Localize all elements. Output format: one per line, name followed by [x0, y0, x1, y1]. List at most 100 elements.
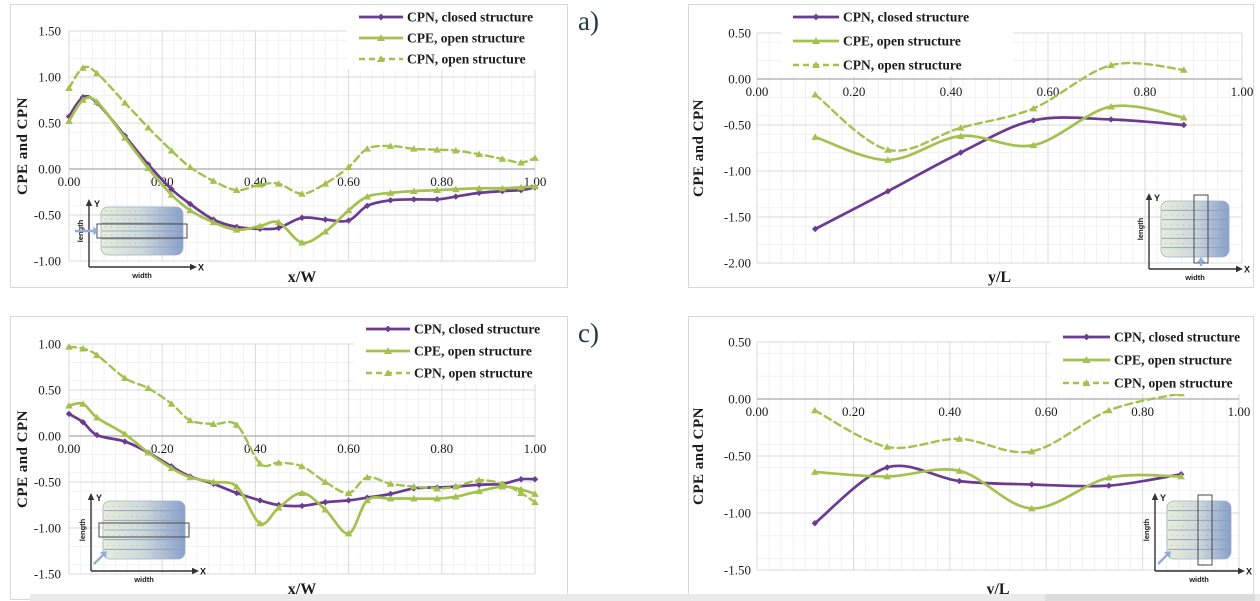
svg-text:Y: Y — [96, 493, 102, 503]
svg-text:0.00: 0.00 — [38, 162, 61, 177]
bottom-edge-artifact — [30, 594, 1260, 601]
legend: CPN, closed structure CPE, open structure… — [354, 318, 565, 384]
chart-panel-d: 0.50 0.00 -0.50 -1.00 -1.50 0.00 0.20 0.40 0.60 0… — [688, 316, 1254, 600]
series-cpn-open-structure — [811, 61, 1188, 153]
svg-text:-1.50: -1.50 — [724, 210, 751, 225]
axis-tick-labels: 0.50 0.00 -0.50 -1.00 -1.50 0.00 0.20 0.40 0.60 0… — [724, 335, 1250, 578]
chart-panel-c: 1.00 0.50 0.00 -0.50 -1.00 -1.50 0.00 0.20 0.40 0… — [10, 316, 568, 600]
series-cpn-open-structure — [65, 64, 539, 197]
svg-text:Y: Y — [94, 199, 100, 209]
svg-text:-1.00: -1.00 — [34, 254, 61, 269]
svg-text:CPE, open structure: CPE, open structure — [414, 344, 532, 359]
svg-text:0.00: 0.00 — [38, 429, 61, 444]
svg-text:-0.50: -0.50 — [724, 449, 751, 464]
svg-text:-1.00: -1.00 — [34, 521, 61, 536]
svg-text:width: width — [131, 271, 152, 280]
svg-text:0.00: 0.00 — [728, 392, 751, 407]
svg-text:-0.50: -0.50 — [34, 475, 61, 490]
svg-text:CPE, open structure: CPE, open structure — [1114, 353, 1232, 368]
svg-text:0.20: 0.20 — [151, 441, 174, 456]
svg-text:-1.50: -1.50 — [34, 567, 61, 582]
svg-text:0.20: 0.20 — [842, 404, 865, 419]
svg-text:0.20: 0.20 — [843, 84, 866, 99]
svg-text:-1.00: -1.00 — [724, 164, 751, 179]
svg-text:0.80: 0.80 — [1131, 404, 1154, 419]
svg-text:1.00: 1.00 — [1231, 84, 1253, 99]
svg-text:CPN, closed structure: CPN, closed structure — [1114, 330, 1240, 345]
svg-text:0.60: 0.60 — [337, 174, 360, 189]
svg-text:0.00: 0.00 — [728, 72, 751, 87]
svg-text:0.60: 0.60 — [337, 441, 360, 456]
svg-text:1.00: 1.00 — [1228, 404, 1251, 419]
svg-text:0.40: 0.40 — [244, 441, 267, 456]
svg-text:length: length — [78, 518, 87, 541]
svg-text:length: length — [1142, 518, 1151, 541]
axis-tick-labels: 1.00 0.50 0.00 -0.50 -1.00 -1.50 0.00 0.20 0.40 0… — [34, 337, 546, 582]
svg-text:0.50: 0.50 — [38, 116, 61, 131]
chart-a-svg: 1.501.000.500.00-0.50-1.000.00 0.20 0.40 0.… — [15, 6, 565, 286]
svg-text:0.00: 0.00 — [58, 174, 81, 189]
panel-label-a: a) — [578, 6, 599, 36]
svg-text:width: width — [1184, 273, 1205, 282]
svg-text:-2.00: -2.00 — [724, 256, 751, 271]
x-axis-title: y/L — [988, 269, 1011, 286]
svg-text:-0.50: -0.50 — [724, 118, 751, 133]
legend: CPN, closed structure CPE, open structure… — [781, 6, 1013, 76]
svg-text:0.50: 0.50 — [728, 335, 751, 350]
series-cpe-open-structure — [811, 467, 1185, 512]
svg-text:CPE, open structure: CPE, open structure — [407, 31, 525, 46]
svg-text:0.80: 0.80 — [430, 441, 453, 456]
svg-text:X: X — [1244, 265, 1250, 275]
svg-text:0.80: 0.80 — [1134, 84, 1157, 99]
chart-d-svg: 0.50 0.00 -0.50 -1.00 -1.50 0.00 0.20 0.40 0.60 0… — [691, 326, 1252, 598]
svg-text:1.00: 1.00 — [524, 174, 547, 189]
svg-text:CPN, closed structure: CPN, closed structure — [843, 10, 969, 25]
series-cpe-open-structure — [65, 400, 539, 537]
svg-text:Y: Y — [1160, 493, 1166, 503]
svg-text:CPN, open structure: CPN, open structure — [843, 58, 962, 73]
series-cpe-open-structure — [65, 96, 539, 246]
svg-text:CPE, open structure: CPE, open structure — [843, 34, 961, 49]
svg-text:1.50: 1.50 — [38, 24, 61, 39]
chart-c-svg: 1.00 0.50 0.00 -0.50 -1.00 -1.50 0.00 0.20 0.40 0… — [15, 318, 565, 598]
chart-b-svg: 0.50 0.00 -0.50 -1.00 -1.50 -2.00 0.00 0.20 0.40… — [691, 6, 1253, 286]
y-axis-title: CPE and CPN — [691, 99, 707, 197]
svg-text:0.60: 0.60 — [1037, 84, 1060, 99]
svg-text:width: width — [133, 575, 154, 584]
svg-text:0.60: 0.60 — [1035, 404, 1058, 419]
svg-text:-1.50: -1.50 — [724, 563, 751, 578]
svg-text:-1.00: -1.00 — [724, 506, 751, 521]
svg-text:Y: Y — [1154, 193, 1160, 203]
svg-text:0.00: 0.00 — [58, 441, 81, 456]
panel-label-c: c) — [578, 318, 599, 348]
x-axis-title: x/W — [288, 581, 316, 598]
svg-text:0.50: 0.50 — [728, 26, 751, 41]
svg-text:X: X — [1246, 567, 1252, 577]
svg-text:CPN, open structure: CPN, open structure — [407, 52, 526, 67]
svg-text:CPN, open structure: CPN, open structure — [414, 366, 533, 381]
svg-text:-0.50: -0.50 — [34, 208, 61, 223]
svg-text:0.00: 0.00 — [746, 404, 769, 419]
axis-tick-labels: 0.50 0.00 -0.50 -1.00 -1.50 -2.00 0.00 0.20 0.40… — [724, 26, 1253, 271]
x-axis-title: y/L — [986, 581, 1009, 598]
svg-text:X: X — [200, 567, 206, 577]
y-axis-title: CPE and CPN — [15, 410, 31, 508]
x-axis-title: x/W — [288, 269, 316, 286]
bottom-edge-artifact-dark — [1045, 594, 1255, 601]
y-axis-title: CPE and CPN — [691, 407, 707, 505]
svg-text:0.40: 0.40 — [938, 404, 961, 419]
svg-text:1.00: 1.00 — [38, 337, 61, 352]
svg-text:0.50: 0.50 — [38, 383, 61, 398]
svg-text:1.00: 1.00 — [38, 70, 61, 85]
svg-text:CPN, closed structure: CPN, closed structure — [407, 10, 533, 25]
chart-panel-a: 1.50 1.00 0.50 0.00 -0.50 -1.00 0.00 0.20 0.40 0.… — [10, 4, 568, 288]
svg-text:0.40: 0.40 — [940, 84, 963, 99]
svg-text:1.00: 1.00 — [524, 441, 547, 456]
y-axis-title: CPE and CPN — [15, 97, 31, 195]
svg-text:length: length — [1136, 217, 1145, 240]
